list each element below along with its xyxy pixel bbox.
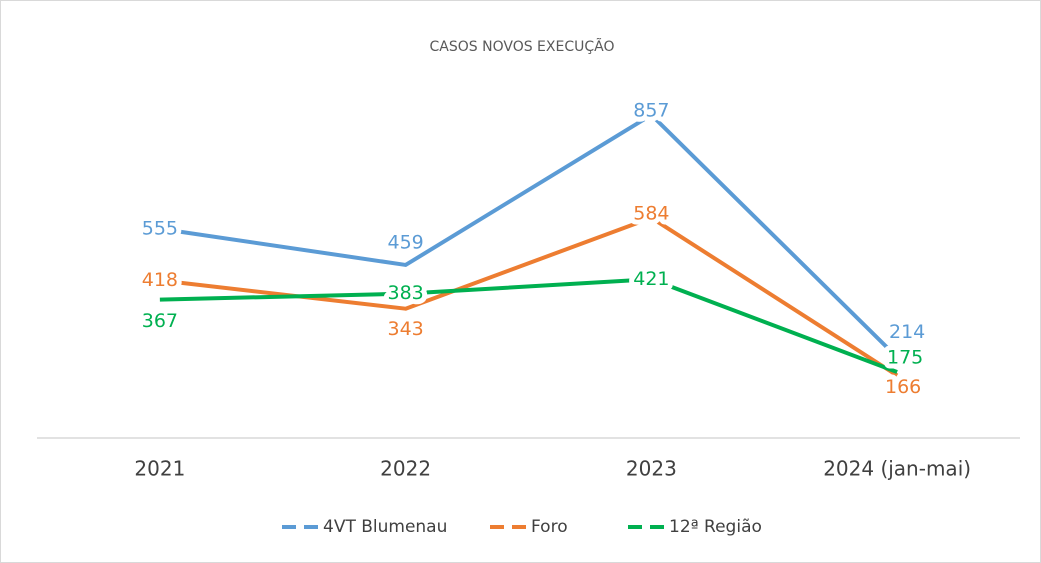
data-label: 367 — [142, 310, 178, 332]
legend-label: 4VT Blumenau — [323, 517, 447, 537]
series-line — [159, 277, 898, 374]
data-label: 343 — [387, 318, 423, 340]
data-label: 459 — [387, 231, 423, 253]
data-label: 166 — [885, 376, 921, 398]
x-tick-label: 2023 — [626, 457, 677, 481]
legend-label: 12ª Região — [669, 517, 762, 537]
data-label: 857 — [633, 99, 669, 121]
data-label: 555 — [142, 217, 178, 239]
chart-title: CASOS NOVOS EXECUÇÃO — [430, 38, 615, 55]
data-label: 421 — [633, 268, 669, 290]
series-line — [159, 112, 899, 359]
data-label: 584 — [633, 202, 669, 224]
x-tick-label: 2024 (jan-mai) — [823, 457, 971, 481]
x-tick-label: 2022 — [380, 457, 431, 481]
data-label: 214 — [889, 321, 925, 343]
data-label: 383 — [387, 282, 423, 304]
x-tick-label: 2021 — [134, 457, 185, 481]
data-label: 418 — [142, 269, 178, 291]
series-line — [159, 215, 899, 378]
data-label: 175 — [887, 347, 923, 369]
legend-label: Foro — [531, 517, 568, 537]
